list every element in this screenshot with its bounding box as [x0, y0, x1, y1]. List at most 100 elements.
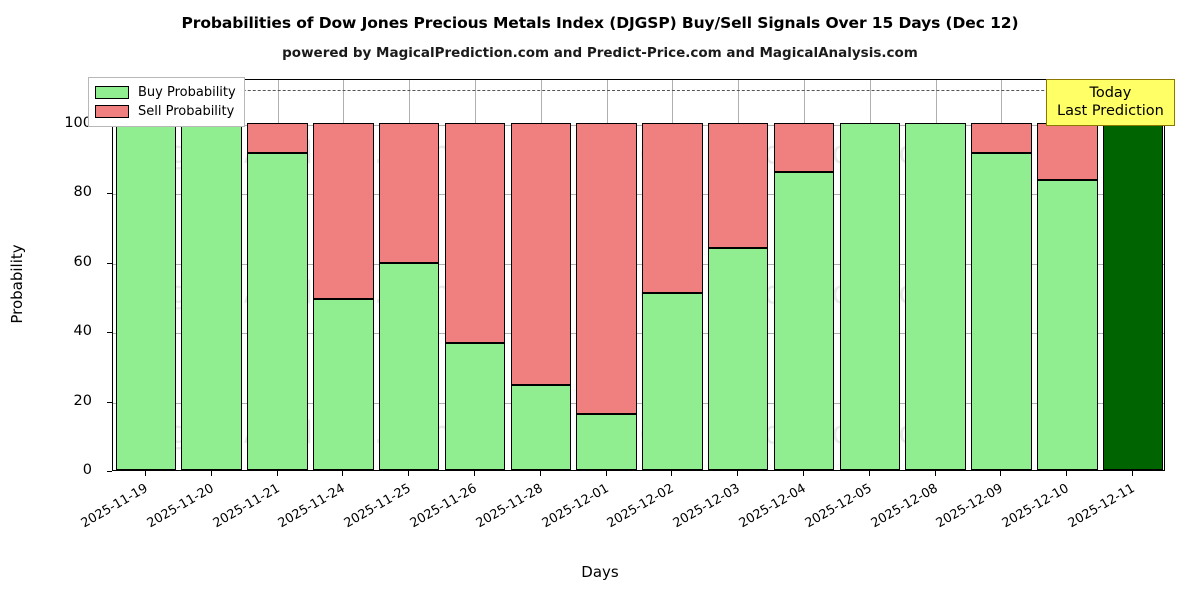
y-tick-mark [107, 262, 112, 264]
x-tick-label: 2025-12-11 [1065, 481, 1138, 532]
bar-segment-sell[interactable] [971, 123, 1032, 153]
x-tick-mark [539, 471, 541, 476]
x-tick-label: 2025-12-05 [802, 481, 875, 532]
y-tick-mark [107, 193, 112, 195]
legend-label-sell: Sell Probability [138, 104, 235, 119]
bar-group[interactable] [510, 80, 572, 470]
bar-segment-sell[interactable] [576, 123, 637, 414]
legend-item-sell[interactable]: Sell Probability [95, 102, 236, 121]
bar-segment-buy[interactable] [905, 123, 966, 470]
bar-segment-buy[interactable] [115, 123, 177, 470]
y-tick-mark [107, 332, 112, 334]
x-tick-label: 2025-12-01 [539, 481, 612, 532]
bar-group[interactable] [1037, 80, 1098, 470]
bar-group[interactable] [115, 80, 177, 470]
bar-group[interactable] [444, 80, 506, 470]
y-axis-title: Probability [8, 244, 26, 324]
gridline-horizontal [113, 402, 1164, 404]
bar-group[interactable] [313, 80, 374, 470]
bar-segment-sell[interactable] [707, 123, 769, 248]
bar-segment-sell[interactable] [510, 123, 572, 385]
x-tick-mark [342, 471, 344, 476]
x-tick-mark [671, 471, 673, 476]
y-tick-label: 0 [82, 462, 92, 478]
legend-label-buy: Buy Probability [138, 85, 236, 100]
chart-subtitle: powered by MagicalPrediction.com and Pre… [282, 45, 918, 61]
bar-segment-sell[interactable] [642, 123, 703, 294]
gridline-horizontal [113, 125, 1164, 127]
bar-segment-buy[interactable] [576, 413, 637, 470]
x-tick-mark [1000, 471, 1002, 476]
x-tick-label: 2025-11-20 [144, 481, 217, 532]
bar-group[interactable] [971, 80, 1032, 470]
bar-segment-buy[interactable] [444, 343, 506, 470]
bar-segment-sell[interactable] [773, 123, 835, 172]
bar-segment-sell[interactable] [1037, 123, 1098, 181]
x-tick-mark [1132, 471, 1134, 476]
bar-segment-sell[interactable] [444, 123, 506, 344]
bar-segment-sell[interactable] [378, 123, 440, 264]
x-tick-label: 2025-12-09 [934, 481, 1006, 532]
bar-group[interactable] [181, 80, 242, 470]
gridline-horizontal [113, 333, 1164, 335]
x-tick-mark [276, 471, 278, 476]
bar-group[interactable] [1102, 80, 1164, 470]
x-tick-mark [408, 471, 410, 476]
y-tick-mark [107, 471, 112, 472]
bar-group[interactable] [773, 80, 835, 470]
x-tick-mark [868, 471, 870, 476]
bar-segment-buy[interactable] [510, 384, 572, 470]
bar-segment-buy[interactable] [971, 152, 1032, 470]
today-annotation: Today Last Prediction [1046, 79, 1175, 127]
bar-segment-today[interactable] [1102, 123, 1164, 470]
plot-area: MagicalAnalysis.comMagicalPrediction.com… [112, 79, 1165, 471]
x-tick-mark [1066, 471, 1068, 476]
x-tick-mark [737, 471, 739, 476]
x-tick-mark [803, 471, 805, 476]
bar-group[interactable] [905, 80, 966, 470]
legend-swatch-buy-icon [95, 86, 129, 99]
x-tick-mark [934, 471, 936, 476]
x-tick-label: 2025-12-10 [999, 481, 1072, 532]
x-tick-mark [473, 471, 475, 476]
bar-segment-buy[interactable] [378, 263, 440, 470]
x-tick-mark [144, 471, 146, 476]
gridline-horizontal [113, 263, 1164, 265]
legend-item-buy[interactable]: Buy Probability [95, 83, 236, 102]
y-tick-mark [107, 401, 112, 403]
bar-segment-buy[interactable] [1037, 180, 1098, 470]
y-tick-label: 20 [73, 392, 92, 409]
bar-group[interactable] [378, 80, 440, 470]
bar-segment-sell[interactable] [313, 123, 374, 300]
y-tick-label: 80 [73, 184, 92, 201]
x-tick-mark [210, 471, 212, 476]
bar-group[interactable] [707, 80, 769, 470]
bar-segment-buy[interactable] [181, 123, 242, 470]
legend-swatch-sell-icon [95, 105, 129, 118]
x-tick-label: 2025-11-28 [473, 481, 546, 532]
bar-segment-buy[interactable] [773, 171, 835, 470]
bar-group[interactable] [247, 80, 308, 470]
gridline-horizontal [113, 194, 1164, 196]
bar-segment-buy[interactable] [707, 247, 769, 470]
y-tick-label: 40 [73, 323, 92, 340]
x-tick-label: 2025-12-02 [604, 481, 677, 532]
today-annotation-line2: Last Prediction [1057, 103, 1164, 120]
bar-segment-sell[interactable] [247, 123, 308, 153]
bar-segment-buy[interactable] [247, 152, 308, 470]
x-tick-label: 2025-12-03 [670, 481, 743, 532]
y-tick-label: 60 [73, 253, 92, 270]
bar-group[interactable] [839, 80, 901, 470]
x-tick-mark [605, 471, 607, 476]
x-tick-label: 2025-12-08 [868, 481, 941, 532]
bar-segment-buy[interactable] [642, 293, 703, 470]
bar-segment-buy[interactable] [839, 123, 901, 470]
bar-group[interactable] [576, 80, 637, 470]
bar-segment-buy[interactable] [313, 299, 374, 470]
y-tick-label: 100 [64, 115, 92, 132]
bar-group[interactable] [642, 80, 703, 470]
today-annotation-line1: Today [1089, 85, 1132, 101]
x-tick-label: 2025-11-24 [275, 481, 348, 532]
x-tick-label: 2025-11-26 [407, 481, 480, 532]
